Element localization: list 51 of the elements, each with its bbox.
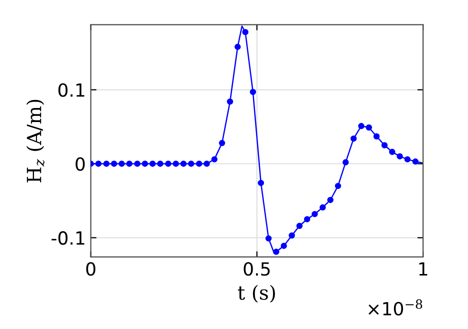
- y-tick-label: -0.1: [52, 231, 84, 245]
- x-axis-title: t (s): [238, 284, 275, 303]
- point: [381, 142, 388, 148]
- point: [250, 88, 256, 96]
- point: [110, 160, 118, 167]
- point: [172, 160, 179, 167]
- point: [204, 160, 210, 167]
- point: [165, 160, 172, 167]
- point: [350, 135, 357, 142]
- point: [265, 235, 272, 242]
- x-tick-label: 0: [86, 262, 96, 276]
- point: [320, 204, 326, 210]
- point: [358, 122, 364, 130]
- point: [327, 196, 334, 204]
- point: [95, 160, 102, 167]
- point: [118, 160, 125, 167]
- point: [342, 159, 349, 166]
- point: [149, 160, 156, 167]
- y-tick-label: 0.1: [58, 83, 84, 97]
- point: [396, 153, 403, 160]
- point: [126, 160, 132, 167]
- point: [296, 222, 303, 229]
- point: [280, 242, 287, 249]
- point: [234, 44, 241, 50]
- point: [312, 210, 318, 218]
- point: [334, 182, 342, 190]
- point: [218, 140, 226, 146]
- point: [412, 158, 419, 165]
- point: [211, 156, 218, 162]
- point: [373, 133, 380, 140]
- point: [142, 160, 148, 167]
- point: [389, 148, 396, 156]
- point: [226, 98, 234, 105]
- point: [258, 180, 264, 186]
- point: [288, 232, 295, 239]
- x-tick-label: 0.5: [244, 262, 270, 276]
- point: [304, 216, 310, 222]
- y-tick-label: 0: [76, 157, 85, 171]
- point: [273, 248, 280, 255]
- point: [404, 156, 411, 162]
- point: [242, 28, 248, 36]
- point: [103, 160, 110, 167]
- y-axis-title: H$_{z}$ (A/m): [26, 100, 44, 182]
- point: [188, 160, 194, 167]
- point: [134, 160, 140, 167]
- point: [157, 160, 164, 167]
- text: ×10$^{−8}$: [368, 299, 422, 316]
- point: [180, 160, 187, 167]
- point: [366, 124, 372, 131]
- point: [196, 160, 202, 167]
- x-tick-label: 1: [419, 262, 428, 276]
